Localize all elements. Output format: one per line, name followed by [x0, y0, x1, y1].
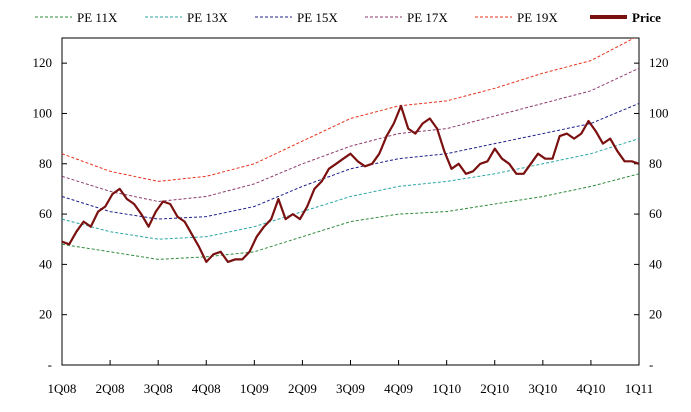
y-tick-label-right: 20: [649, 307, 662, 322]
series-layer: [62, 38, 639, 263]
y-tick-label-right: 80: [649, 156, 662, 171]
y-tick-label-left: 60: [39, 206, 52, 221]
y-tick-label-left: 20: [39, 307, 52, 322]
x-tick-label: 1Q10: [432, 381, 461, 396]
y-tick-label-right: 40: [649, 256, 662, 271]
axes: - - 20 20 40 40 60 60 80 80 100 100 120 120 1Q08 2Q08 3Q…: [33, 55, 669, 396]
legend-label-pe-19x: PE 19X: [517, 10, 558, 25]
legend-label-pe-15x: PE 15X: [297, 10, 338, 25]
y-tick-label-left: -: [48, 357, 52, 372]
x-tick-label: 2Q09: [288, 381, 317, 396]
x-tick-label: 3Q08: [144, 381, 173, 396]
x-tick-label: 1Q11: [625, 381, 653, 396]
x-tick-label: 4Q08: [192, 381, 221, 396]
x-tick-label: 2Q10: [480, 381, 509, 396]
series-line-pe-19x: [62, 38, 636, 182]
y-tick-label-left: 100: [33, 105, 53, 120]
series-line-pe-17x: [62, 67, 639, 202]
y-tick-label-right: -: [649, 357, 653, 372]
y-tick-label-right: 60: [649, 206, 662, 221]
series-line-pe-11x: [62, 173, 639, 260]
y-tick-label-right: 100: [649, 105, 669, 120]
y-tick-label-right: 120: [649, 55, 669, 70]
legend-label-pe-13x: PE 13X: [187, 10, 228, 25]
legend-label-pe-11x: PE 11X: [77, 10, 118, 25]
y-tick-label-left: 40: [39, 256, 52, 271]
plot-frame: [61, 37, 640, 366]
x-tick-label: 1Q08: [48, 381, 77, 396]
legend-label-pe-17x: PE 17X: [407, 10, 448, 25]
y-tick-label-left: 80: [39, 156, 52, 171]
x-tick-label: 2Q08: [96, 381, 125, 396]
series-line-pe-13x: [62, 138, 639, 240]
x-tick-label: 3Q10: [528, 381, 557, 396]
x-tick-label: 4Q10: [576, 381, 605, 396]
series-line-pe-15x: [62, 102, 639, 220]
series-line-price: [62, 104, 639, 263]
x-tick-label: 1Q09: [240, 381, 269, 396]
legend-label-price: Price: [632, 10, 661, 25]
x-tick-label: 4Q09: [384, 381, 413, 396]
y-tick-label-left: 120: [33, 55, 53, 70]
legend: PE 11X PE 13X PE 15X PE 17X PE 19X Price: [35, 10, 661, 25]
x-tick-label: 3Q09: [336, 381, 365, 396]
